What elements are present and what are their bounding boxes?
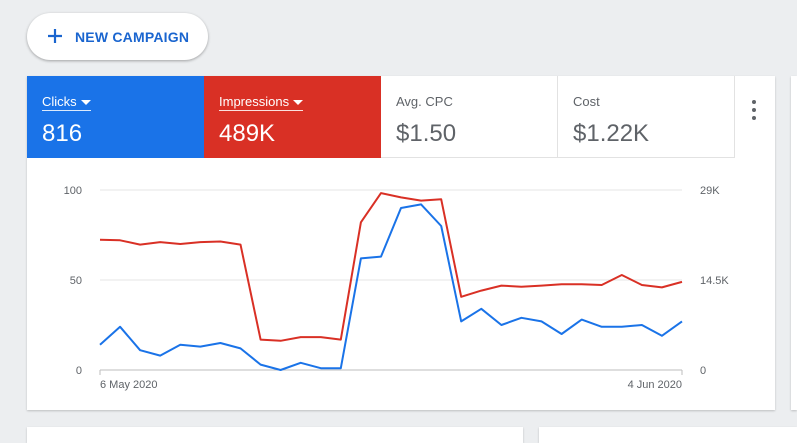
metric-cost-value: $1.22K (573, 120, 650, 147)
metric-clicks[interactable]: Clicks 816 (27, 76, 204, 158)
left-axis-tick-label: 100 (64, 185, 82, 197)
adjacent-card-edge (791, 76, 797, 410)
metric-tabs: Clicks 816 Impressions 489K Avg. CPC $1.… (27, 76, 735, 158)
right-axis-tick-label: 14.5K (700, 275, 729, 287)
metric-cost[interactable]: Cost $1.22K (558, 76, 735, 158)
metric-clicks-selector[interactable]: Clicks (42, 94, 91, 111)
metric-impressions-selector[interactable]: Impressions (219, 94, 304, 111)
performance-card: Clicks 816 Impressions 489K Avg. CPC $1.… (27, 76, 775, 410)
metric-impressions-label: Impressions (219, 94, 290, 109)
x-axis-start-label: 6 May 2020 (100, 379, 157, 391)
metric-cost-label: Cost (573, 94, 600, 109)
caret-down-icon (293, 100, 304, 106)
metric-impressions-value: 489K (219, 120, 276, 147)
metric-avg-cpc[interactable]: Avg. CPC $1.50 (381, 76, 558, 158)
lower-card-left (27, 427, 523, 443)
caret-down-icon (80, 100, 91, 106)
plus-icon (48, 29, 62, 43)
metric-avg-cpc-value: $1.50 (396, 120, 457, 147)
left-axis-tick-label: 0 (76, 365, 82, 377)
left-axis-tick-label: 50 (70, 275, 82, 287)
performance-chart: 0 0 50 14.5K 100 29K 6 May 2020 4 Jun 2020 (64, 185, 730, 391)
metric-clicks-value: 816 (42, 120, 83, 147)
right-axis-tick-label: 0 (700, 365, 706, 377)
new-campaign-button[interactable]: NEW CAMPAIGN (27, 13, 208, 60)
more-options-icon[interactable] (744, 98, 764, 122)
metric-impressions[interactable]: Impressions 489K (204, 76, 381, 158)
new-campaign-label: NEW CAMPAIGN (75, 29, 190, 45)
series-line-impressions (99, 192, 683, 342)
series-line-clicks (99, 203, 683, 371)
metric-clicks-label: Clicks (42, 94, 77, 109)
metric-avg-cpc-label: Avg. CPC (396, 94, 453, 109)
x-axis-end-label: 4 Jun 2020 (628, 379, 682, 391)
right-axis-tick-label: 29K (700, 185, 720, 197)
lower-card-right (539, 427, 797, 443)
